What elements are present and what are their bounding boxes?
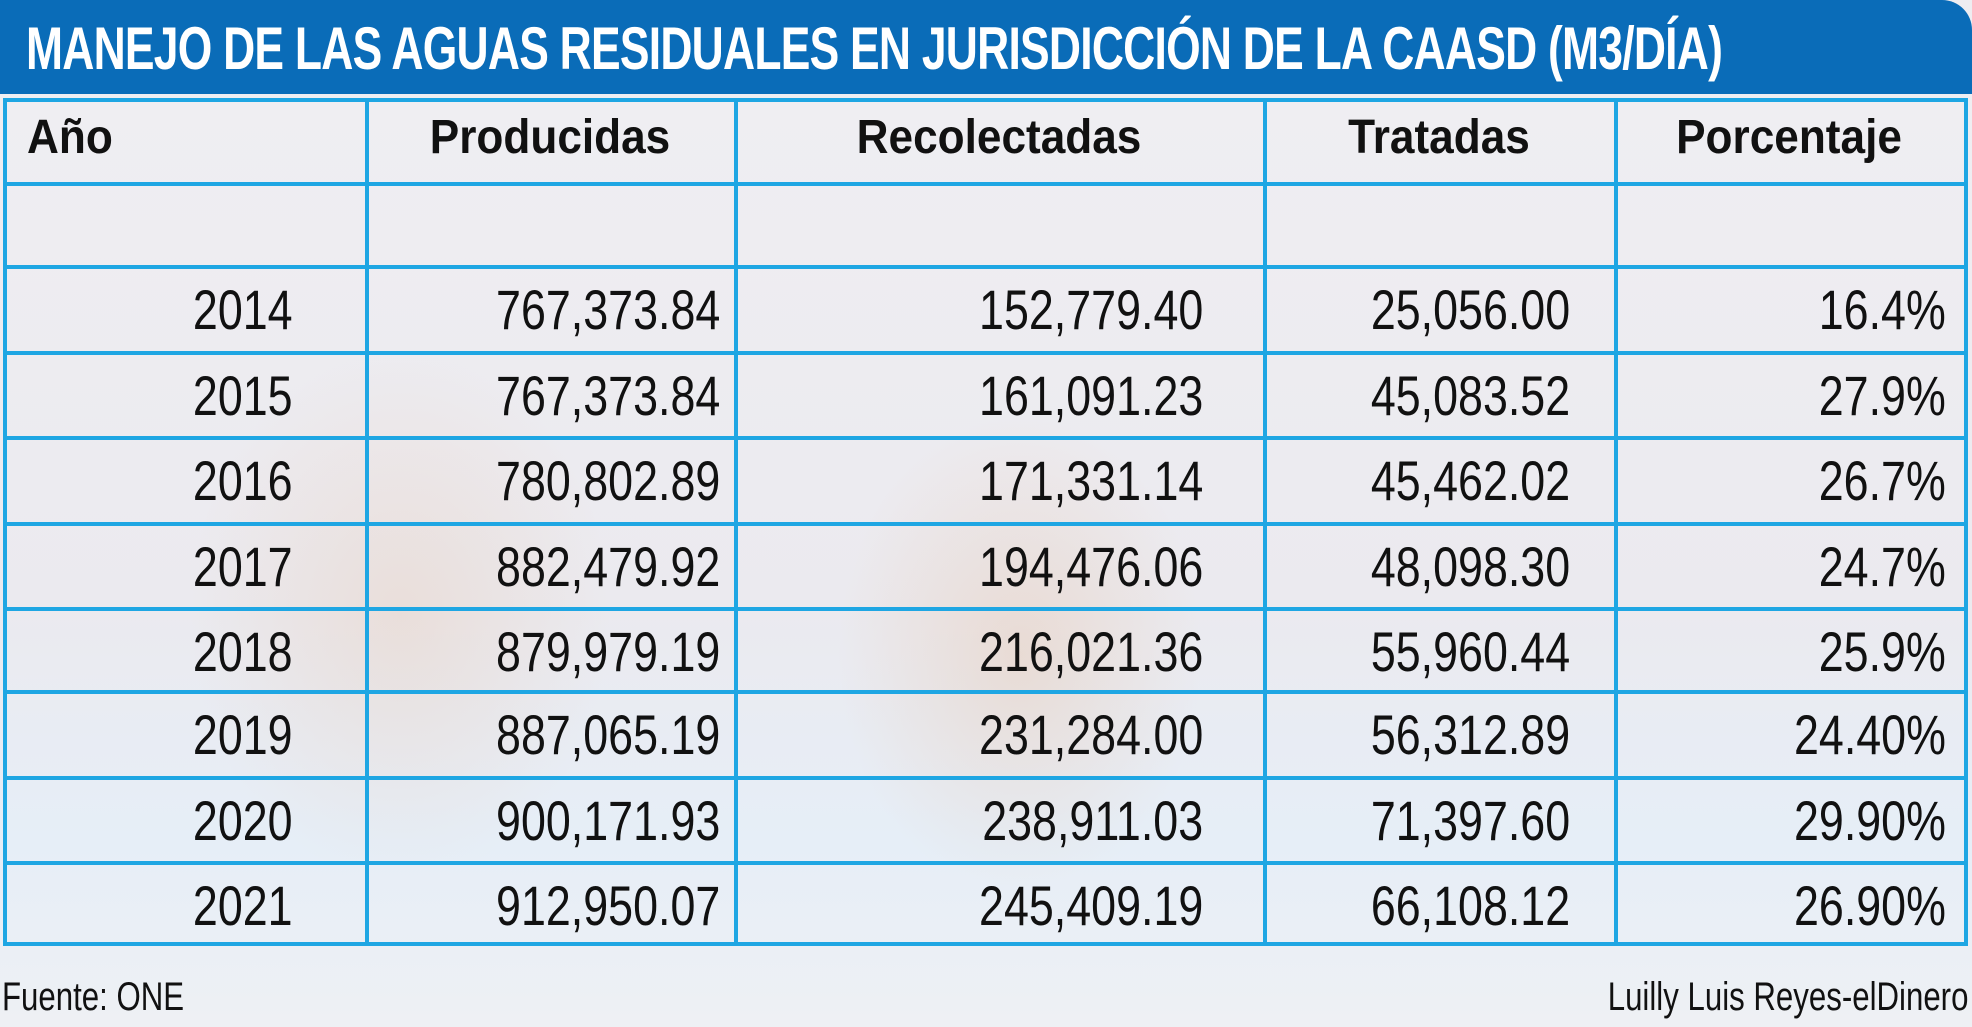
value-cell: 26.90% [1794, 874, 1946, 937]
column-divider [1263, 98, 1267, 946]
value-cell: 26.7% [1818, 449, 1946, 512]
background-watermark [0, 94, 1972, 1027]
year-cell: 2017 [193, 535, 293, 598]
year-cell: 2020 [193, 789, 293, 852]
row-divider [3, 98, 1968, 102]
year-cell: 2021 [193, 874, 293, 937]
year-cell: 2019 [193, 703, 293, 766]
row-divider [3, 265, 1968, 269]
column-divider [1614, 98, 1618, 946]
title-bar: MANEJO DE LAS AGUAS RESIDUALES EN JURISD… [0, 0, 1972, 94]
value-cell: 55,960.44 [1370, 620, 1570, 683]
value-cell: 194,476.06 [978, 535, 1203, 598]
value-cell: 25,056.00 [1370, 278, 1570, 341]
year-cell: 2014 [193, 278, 293, 341]
row-divider [3, 607, 1968, 611]
source-note: Fuente: ONE [2, 975, 185, 1019]
row-divider [3, 436, 1968, 440]
column-header: Recolectadas [856, 111, 1141, 164]
value-cell: 71,397.60 [1370, 789, 1570, 852]
value-cell: 66,108.12 [1370, 874, 1570, 937]
data-table: Año Producidas Recolectadas Tratadas Porcent… [3, 98, 1968, 946]
column-divider [365, 98, 369, 946]
year-cell: 2016 [193, 449, 293, 512]
value-cell: 152,779.40 [978, 278, 1203, 341]
value-cell: 231,284.00 [978, 703, 1203, 766]
year-cell: 2015 [193, 364, 293, 427]
value-cell: 29.90% [1794, 789, 1946, 852]
row-divider [3, 861, 1968, 865]
row-divider [3, 351, 1968, 355]
value-cell: 171,331.14 [978, 449, 1203, 512]
value-cell: 48,098.30 [1370, 535, 1570, 598]
column-divider [1964, 98, 1968, 946]
value-cell: 161,091.23 [978, 364, 1203, 427]
value-cell: 767,373.84 [495, 278, 720, 341]
row-divider [3, 690, 1968, 694]
value-cell: 767,373.84 [495, 364, 720, 427]
value-cell: 912,950.07 [495, 874, 720, 937]
value-cell: 45,462.02 [1370, 449, 1570, 512]
value-cell: 216,021.36 [978, 620, 1203, 683]
row-divider [3, 776, 1968, 780]
value-cell: 900,171.93 [495, 789, 720, 852]
credit-note: Luilly Luis Reyes-elDinero [1607, 975, 1968, 1019]
value-cell: 16.4% [1818, 278, 1946, 341]
value-cell: 27.9% [1818, 364, 1946, 427]
value-cell: 238,911.03 [982, 789, 1203, 852]
value-cell: 887,065.19 [495, 703, 720, 766]
row-divider [3, 182, 1968, 186]
column-header: Año [27, 111, 113, 164]
value-cell: 56,312.89 [1370, 703, 1570, 766]
column-divider [734, 98, 738, 946]
value-cell: 245,409.19 [978, 874, 1203, 937]
year-cell: 2018 [193, 620, 293, 683]
value-cell: 780,802.89 [495, 449, 720, 512]
column-header: Tratadas [1347, 111, 1530, 164]
value-cell: 879,979.19 [495, 620, 720, 683]
value-cell: 24.40% [1794, 703, 1946, 766]
value-cell: 882,479.92 [495, 535, 720, 598]
value-cell: 45,083.52 [1370, 364, 1570, 427]
row-divider [3, 942, 1968, 946]
value-cell: 25.9% [1818, 620, 1946, 683]
page-title: MANEJO DE LAS AGUAS RESIDUALES EN JURISD… [26, 15, 1723, 82]
row-divider [3, 522, 1968, 526]
column-header: Porcentaje [1676, 111, 1902, 164]
value-cell: 24.7% [1818, 535, 1946, 598]
column-header: Producidas [429, 111, 670, 164]
column-divider [3, 98, 7, 946]
